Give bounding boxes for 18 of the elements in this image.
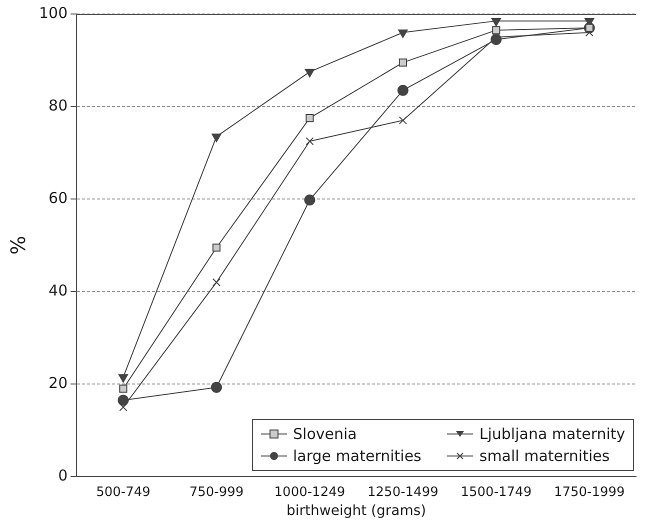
y-tick-label: 80 (48, 96, 68, 114)
legend-label: small maternities (479, 446, 610, 465)
y-tick-label: 0 (58, 466, 68, 484)
legend-label: large maternities (293, 446, 422, 465)
x-tick-label: 1500-1749 (460, 484, 532, 500)
legend-label: Slovenia (293, 424, 357, 443)
x-tick-label: 500-749 (96, 484, 150, 500)
x-tick-label: 1750-1999 (554, 484, 625, 500)
y-tick-label: 60 (48, 188, 68, 207)
y-axis-title: % (6, 236, 30, 255)
y-tick-label: 100 (38, 4, 68, 22)
legend-label: Ljubljana maternity (479, 424, 626, 443)
x-axis-title: birthweight (grams) (286, 503, 426, 520)
y-tick-label: 40 (48, 281, 68, 300)
y-tick-label: 20 (48, 374, 68, 392)
x-tick-label: 1250-1499 (368, 484, 438, 500)
x-tick-label: 1000-1249 (274, 484, 346, 500)
x-tick-label: 750-999 (189, 484, 244, 500)
